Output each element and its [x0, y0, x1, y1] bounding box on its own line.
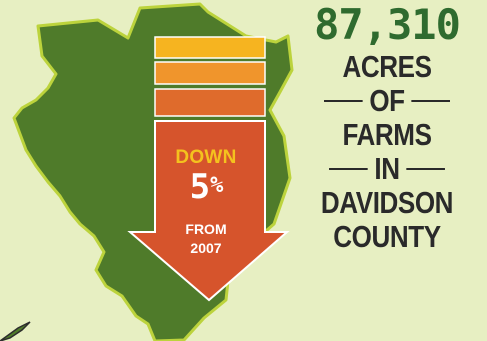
- bar-mid: [154, 61, 266, 85]
- bar-top: [154, 36, 266, 59]
- headline-line-davidson: DAVIDSON: [320, 185, 454, 220]
- acres-number: 87,310: [314, 0, 461, 49]
- headline-word-of: OF: [369, 83, 405, 118]
- percent-sign: %: [210, 173, 223, 198]
- headline-line-farms: FARMS: [342, 117, 432, 152]
- headline: 87,310 ACRES OF FARMS IN DAVIDSON COUNTY: [287, 4, 487, 254]
- down-label: DOWN: [175, 147, 237, 168]
- down-arrow-shape: [127, 120, 290, 302]
- headline-line-acres: ACRES: [342, 49, 432, 84]
- rule-right: [406, 168, 445, 170]
- from-label: FROM: [185, 221, 227, 237]
- river-mark: [0, 321, 31, 341]
- percent-value: 5: [189, 167, 211, 207]
- year-label: 2007: [190, 240, 222, 256]
- rule-left: [329, 168, 368, 170]
- headline-word-in: IN: [374, 151, 400, 186]
- rule-left: [323, 100, 363, 102]
- headline-line-county: COUNTY: [333, 219, 441, 254]
- headline-line-of: OF: [303, 84, 471, 118]
- percent-change: 5%: [171, 170, 241, 204]
- bar-low: [154, 88, 266, 117]
- rule-right: [411, 100, 451, 102]
- headline-line-in: IN: [303, 152, 471, 186]
